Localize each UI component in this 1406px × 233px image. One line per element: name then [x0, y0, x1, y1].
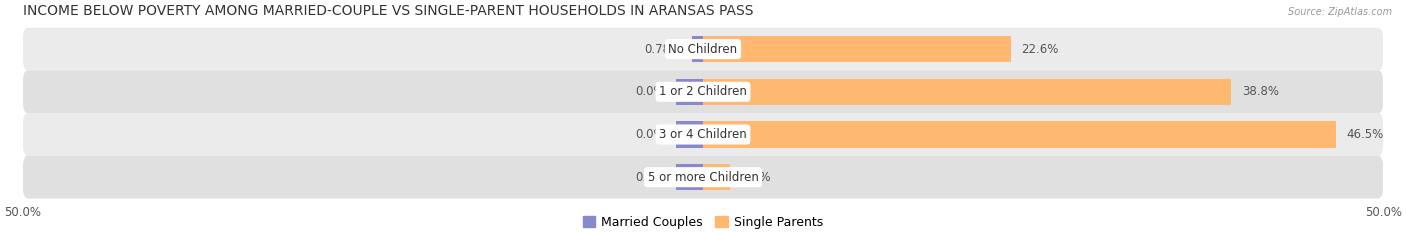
Text: 0.0%: 0.0%	[636, 128, 665, 141]
Text: 5 or more Children: 5 or more Children	[648, 171, 758, 184]
Text: 0.78%: 0.78%	[644, 43, 682, 56]
Bar	[703, 36, 1011, 62]
Text: Source: ZipAtlas.com: Source: ZipAtlas.com	[1288, 7, 1392, 17]
Text: No Children: No Children	[668, 43, 738, 56]
Text: 1 or 2 Children: 1 or 2 Children	[659, 85, 747, 98]
Text: 0.0%: 0.0%	[636, 171, 665, 184]
Text: 38.8%: 38.8%	[1241, 85, 1279, 98]
FancyBboxPatch shape	[22, 113, 1384, 156]
FancyBboxPatch shape	[22, 28, 1384, 70]
FancyBboxPatch shape	[22, 70, 1384, 113]
Bar	[703, 164, 730, 190]
Bar	[676, 79, 703, 105]
Bar	[676, 121, 703, 148]
Text: 3 or 4 Children: 3 or 4 Children	[659, 128, 747, 141]
Text: INCOME BELOW POVERTY AMONG MARRIED-COUPLE VS SINGLE-PARENT HOUSEHOLDS IN ARANSAS: INCOME BELOW POVERTY AMONG MARRIED-COUPL…	[22, 4, 754, 18]
Bar	[676, 164, 703, 190]
Text: 46.5%: 46.5%	[1347, 128, 1384, 141]
Bar	[692, 36, 703, 62]
Legend: Married Couples, Single Parents: Married Couples, Single Parents	[582, 216, 824, 229]
Bar	[703, 121, 1336, 148]
Bar	[703, 79, 1230, 105]
Text: 0.0%: 0.0%	[636, 85, 665, 98]
Text: 0.0%: 0.0%	[741, 171, 770, 184]
Text: 22.6%: 22.6%	[1021, 43, 1059, 56]
FancyBboxPatch shape	[22, 156, 1384, 199]
